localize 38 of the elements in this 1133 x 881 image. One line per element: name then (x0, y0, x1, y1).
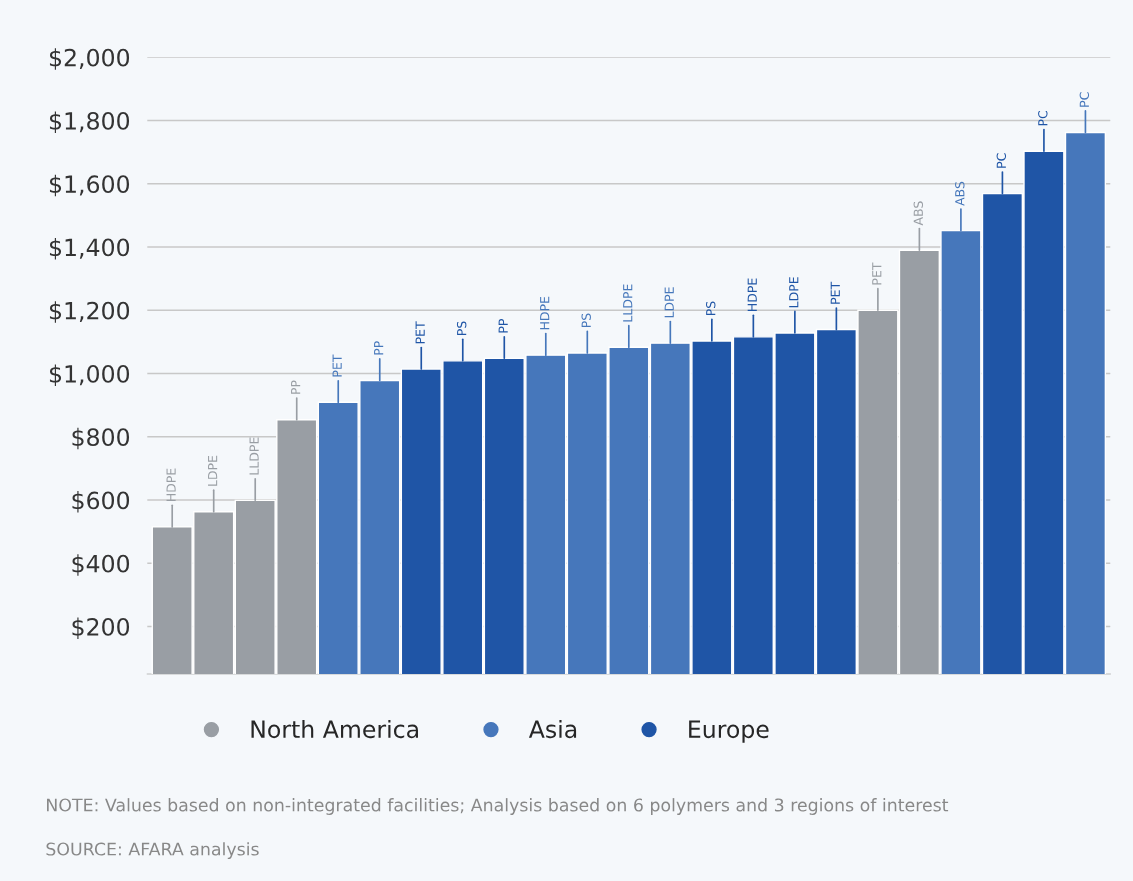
x-tick-label: PET (415, 321, 425, 344)
x-tick-label: LDPE (664, 287, 674, 318)
y-tick-label: $600 (72, 491, 130, 513)
y-tick-label: $400 (72, 554, 130, 576)
x-tick-label: HDPE (747, 278, 757, 311)
x-tick-label: HDPE (540, 296, 550, 330)
x-tick-label: LDPE (208, 455, 218, 486)
y-tick-label: $1,200 (49, 301, 130, 323)
x-tick-label: PET (332, 354, 342, 377)
source-note: SOURCE: AFARA analysis (46, 842, 259, 859)
x-tick-label: PS (456, 321, 467, 335)
x-tick-label: PC (1038, 110, 1048, 126)
x-tick-label: PP (498, 319, 508, 333)
y-tick-label: $1,600 (49, 174, 130, 197)
y-tick-label: $1,800 (49, 111, 130, 133)
x-tick-label: ABS (955, 181, 965, 206)
x-tick-label: LDPE (789, 277, 799, 308)
x-tick-label: PS (706, 301, 716, 316)
text: NOTE: Values based on non-integrated facilities; Analysis based on 6 polymers and 3 regions of interest (47, 798, 949, 815)
x-tick-label: PS (581, 313, 591, 328)
x-tick-label: PP (291, 380, 301, 394)
x-tick-label: PC (996, 153, 1007, 168)
x-tick-label: PET (872, 262, 882, 285)
x-tick-label: PP (374, 341, 384, 355)
y-tick-label: $800 (72, 427, 130, 450)
x-tick-label: PC (1079, 92, 1090, 107)
y-tick-label: $1,000 (49, 364, 130, 386)
legend-label: Europe (689, 720, 769, 743)
legend-label: North America (251, 719, 418, 739)
y-tick-label: $1,400 (49, 238, 130, 260)
x-tick-label: LLDPE (623, 284, 633, 322)
legend-label: Asia (528, 719, 577, 739)
x-tick-label: HDPE (166, 468, 176, 502)
y-tick-label: $2,000 (49, 48, 130, 70)
x-tick-label: PET (830, 281, 840, 304)
x-tick-label: ABS (913, 201, 924, 226)
x-tick-label: LLDPE (249, 437, 259, 475)
y-tick-label: $200 (72, 617, 130, 639)
